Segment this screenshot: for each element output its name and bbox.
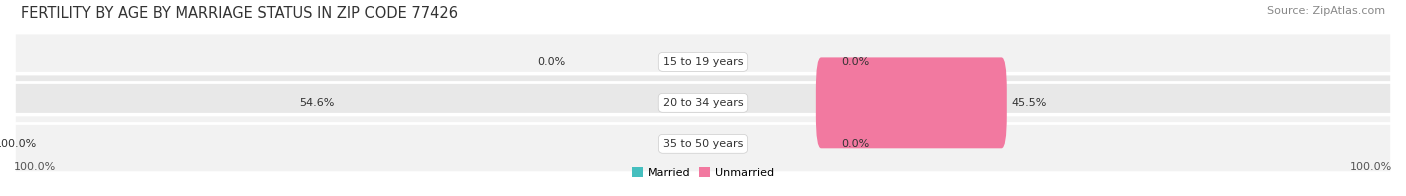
Text: 54.6%: 54.6% <box>299 98 335 108</box>
Text: 20 to 34 years: 20 to 34 years <box>662 98 744 108</box>
FancyBboxPatch shape <box>14 33 1392 91</box>
Text: 100.0%: 100.0% <box>14 162 56 172</box>
Text: 100.0%: 100.0% <box>0 139 37 149</box>
Text: 0.0%: 0.0% <box>841 139 869 149</box>
FancyBboxPatch shape <box>815 57 1007 148</box>
Legend: Married, Unmarried: Married, Unmarried <box>633 167 773 178</box>
Text: 15 to 19 years: 15 to 19 years <box>662 57 744 67</box>
Text: 35 to 50 years: 35 to 50 years <box>662 139 744 149</box>
Text: 0.0%: 0.0% <box>841 57 869 67</box>
FancyBboxPatch shape <box>14 115 1392 173</box>
Text: FERTILITY BY AGE BY MARRIAGE STATUS IN ZIP CODE 77426: FERTILITY BY AGE BY MARRIAGE STATUS IN Z… <box>21 6 458 21</box>
Text: 45.5%: 45.5% <box>1011 98 1046 108</box>
Text: 0.0%: 0.0% <box>537 57 565 67</box>
Text: 100.0%: 100.0% <box>1350 162 1392 172</box>
FancyBboxPatch shape <box>14 74 1392 132</box>
Text: Source: ZipAtlas.com: Source: ZipAtlas.com <box>1267 6 1385 16</box>
